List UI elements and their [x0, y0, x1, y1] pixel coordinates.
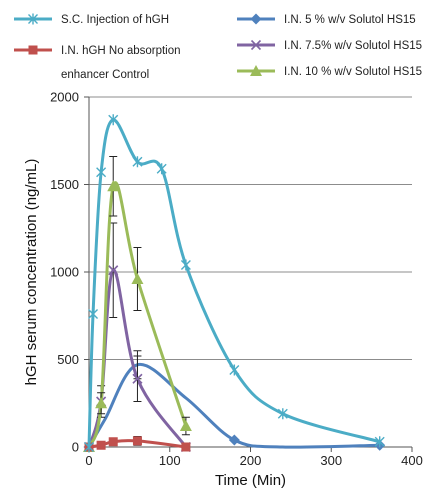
- legend-marker: [250, 39, 262, 51]
- x-tick-label: 400: [401, 453, 423, 468]
- legend-marker: [28, 45, 38, 55]
- data-point: [180, 259, 191, 271]
- data-point: [108, 437, 118, 447]
- y-tick-label: 2000: [50, 90, 79, 105]
- x-tick-label: 200: [240, 453, 262, 468]
- data-point: [108, 114, 119, 126]
- data-point: [96, 440, 106, 450]
- legend-label: I.N. 5 % w/v Solutol HS15: [284, 14, 416, 26]
- x-tick-label: 0: [85, 453, 92, 468]
- legend-item: I.N. 10 % w/v Solutol HS15: [237, 65, 422, 78]
- data-point: [96, 166, 107, 178]
- legend-marker: [28, 13, 38, 25]
- series-1: [84, 436, 191, 452]
- legend-item: S.C. Injection of hGH: [14, 13, 169, 26]
- data-point: [84, 441, 94, 453]
- x-tick-label: 100: [159, 453, 181, 468]
- y-tick-label: 500: [57, 352, 79, 367]
- legend-item: I.N. 5 % w/v Solutol HS15: [237, 13, 416, 26]
- legend: S.C. Injection of hGH I.N. 5 % w/v Soluto…: [14, 13, 422, 81]
- y-tick-label: 0: [72, 440, 79, 455]
- data-point: [179, 420, 192, 431]
- y-axis-label: hGH serum concentration (ng/mL): [23, 159, 40, 386]
- legend-marker: [250, 65, 262, 76]
- legend-label: I.N. 7.5% w/v Solutol HS15: [284, 40, 422, 52]
- data-point: [107, 180, 120, 192]
- data-point: [131, 273, 144, 284]
- series-0: [84, 114, 385, 453]
- legend-label: I.N. hGH No absorption: [61, 45, 181, 57]
- series-line: [87, 363, 380, 449]
- data-point: [132, 436, 142, 446]
- data-point: [229, 364, 240, 376]
- legend-label: enhancer Control: [61, 69, 149, 81]
- legend-item: I.N. hGH No absorption enhancer Control: [14, 45, 181, 81]
- grid-lines: [89, 96, 412, 360]
- data-point: [156, 163, 167, 175]
- legend-label: S.C. Injection of hGH: [61, 14, 169, 26]
- data-point: [277, 408, 288, 420]
- data-point: [88, 308, 99, 320]
- legend-label: I.N. 10 % w/v Solutol HS15: [284, 66, 422, 78]
- legend-item: I.N. 7.5% w/v Solutol HS15: [237, 39, 422, 52]
- data-point: [108, 265, 119, 276]
- y-tick-label: 1500: [50, 177, 79, 192]
- data-point: [181, 442, 191, 452]
- x-axis-label: Time (Min): [215, 472, 286, 489]
- data-point: [132, 373, 143, 384]
- data-point: [374, 436, 385, 448]
- data-point: [132, 156, 143, 168]
- data-point: [95, 397, 108, 409]
- y-tick-label: 1000: [50, 265, 79, 280]
- data-point: [228, 434, 240, 446]
- series-line: [87, 118, 381, 448]
- legend-marker: [250, 13, 262, 25]
- series-layer: [83, 114, 386, 453]
- x-tick-label: 300: [320, 453, 342, 468]
